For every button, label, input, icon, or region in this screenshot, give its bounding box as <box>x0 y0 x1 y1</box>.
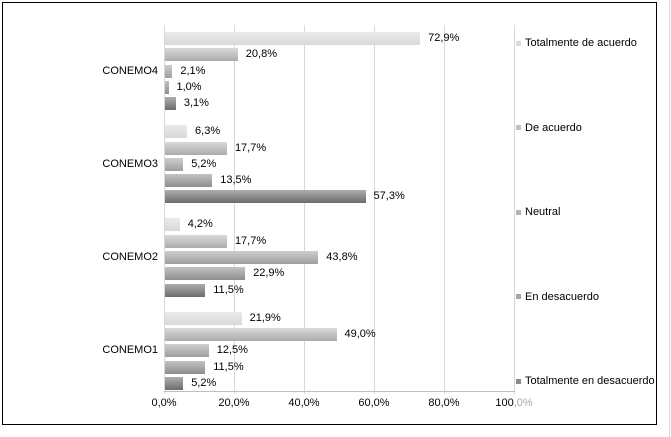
legend-label: Totalmente de acuerdo <box>525 37 637 49</box>
bar <box>165 125 188 139</box>
bar <box>165 360 206 374</box>
bar <box>165 64 173 78</box>
category-label: CONEMO3 <box>102 157 158 170</box>
x-tick-label: 20,0% <box>202 397 266 410</box>
bar <box>165 157 184 171</box>
gridline <box>304 25 305 394</box>
x-tick-label: 40,0% <box>272 397 336 410</box>
x-tick-text: 100 <box>495 397 514 409</box>
x-tick-text: 60,0% <box>358 397 390 409</box>
legend-item: Totalmente de acuerdo <box>516 36 637 50</box>
bar-value-label: 17,7% <box>234 234 267 247</box>
bar-value-label: 49,0% <box>344 327 376 340</box>
bar-value-label: 3,1% <box>183 97 209 110</box>
bar <box>165 376 184 390</box>
legend-swatch <box>516 125 521 130</box>
legend-label: De acuerdo <box>525 121 582 134</box>
bar <box>165 190 366 204</box>
bar <box>165 344 209 358</box>
bar <box>165 234 227 248</box>
bar-value-label: 4,2% <box>187 218 213 231</box>
bar <box>165 141 227 155</box>
bar-value-label: 43,8% <box>326 251 358 263</box>
gridline <box>444 25 445 394</box>
bar <box>165 174 213 188</box>
legend-label: En desacuerdo <box>525 290 599 303</box>
x-tick-label: 60,0% <box>342 397 406 410</box>
bar-value-label: 72,9% <box>428 32 460 44</box>
bar-value-label: 22,9% <box>253 267 285 280</box>
bar <box>165 218 180 232</box>
legend-item: En desacuerdo <box>516 290 599 304</box>
x-tick-label: 100,0% <box>482 397 546 410</box>
bar-value-label: 5,2% <box>191 376 217 389</box>
x-tick-text: 20,0% <box>218 397 250 409</box>
legend-item: De acuerdo <box>516 121 582 135</box>
bar <box>165 267 246 281</box>
bar-value-label: 2,1% <box>180 64 206 77</box>
bar-value-label: 21,9% <box>249 311 281 324</box>
bar <box>165 251 319 264</box>
category-label: CONEMO4 <box>102 64 158 77</box>
x-axis-line <box>164 391 515 392</box>
legend-swatch <box>516 209 521 215</box>
legend-swatch <box>516 378 521 384</box>
x-tick-text-muted: ,0% <box>513 397 533 409</box>
bar <box>165 80 169 94</box>
bar-value-label: 12,5% <box>216 344 248 357</box>
bar <box>165 97 176 111</box>
chart-frame: CONEMO4 72,9% 20,8% 2,1% 1,0% 3,1% CONEMO3 6,3%… <box>2 2 657 425</box>
bar <box>165 32 421 45</box>
sheet-gridline <box>669 0 670 437</box>
legend-swatch <box>516 294 521 299</box>
gridline <box>514 25 515 394</box>
x-tick-label: 0,0% <box>132 397 196 410</box>
bar <box>165 48 238 62</box>
bar-value-label: 17,7% <box>234 141 267 154</box>
x-tick-text: 0,0% <box>151 397 177 409</box>
bar <box>165 327 337 341</box>
bar-value-label: 6,3% <box>195 125 221 138</box>
bar-value-label: 1,0% <box>176 80 202 93</box>
bar-value-label: 57,3% <box>373 190 405 203</box>
bar <box>165 283 206 297</box>
bar-value-label: 11,5% <box>213 360 244 373</box>
legend-item: Totalmente en desacuerdo <box>516 374 655 388</box>
bar-value-label: 13,5% <box>220 174 252 187</box>
gridline <box>164 25 165 394</box>
gridline <box>374 25 375 394</box>
x-tick-label: 80,0% <box>412 397 476 410</box>
category-label: CONEMO1 <box>102 344 158 357</box>
bar-value-label: 11,5% <box>213 283 244 296</box>
bar-value-label: 5,2% <box>191 157 217 170</box>
legend-label: Totalmente en desacuerdo <box>525 375 655 387</box>
gridline <box>234 25 235 394</box>
legend-label: Neutral <box>525 206 561 218</box>
x-tick-text: 40,0% <box>288 397 320 409</box>
bar <box>165 311 242 325</box>
legend-swatch <box>516 40 521 46</box>
bar-value-label: 20,8% <box>245 48 277 61</box>
x-tick-text: 80,0% <box>428 397 460 409</box>
legend-item: Neutral <box>516 205 560 219</box>
category-label: CONEMO2 <box>102 251 158 263</box>
